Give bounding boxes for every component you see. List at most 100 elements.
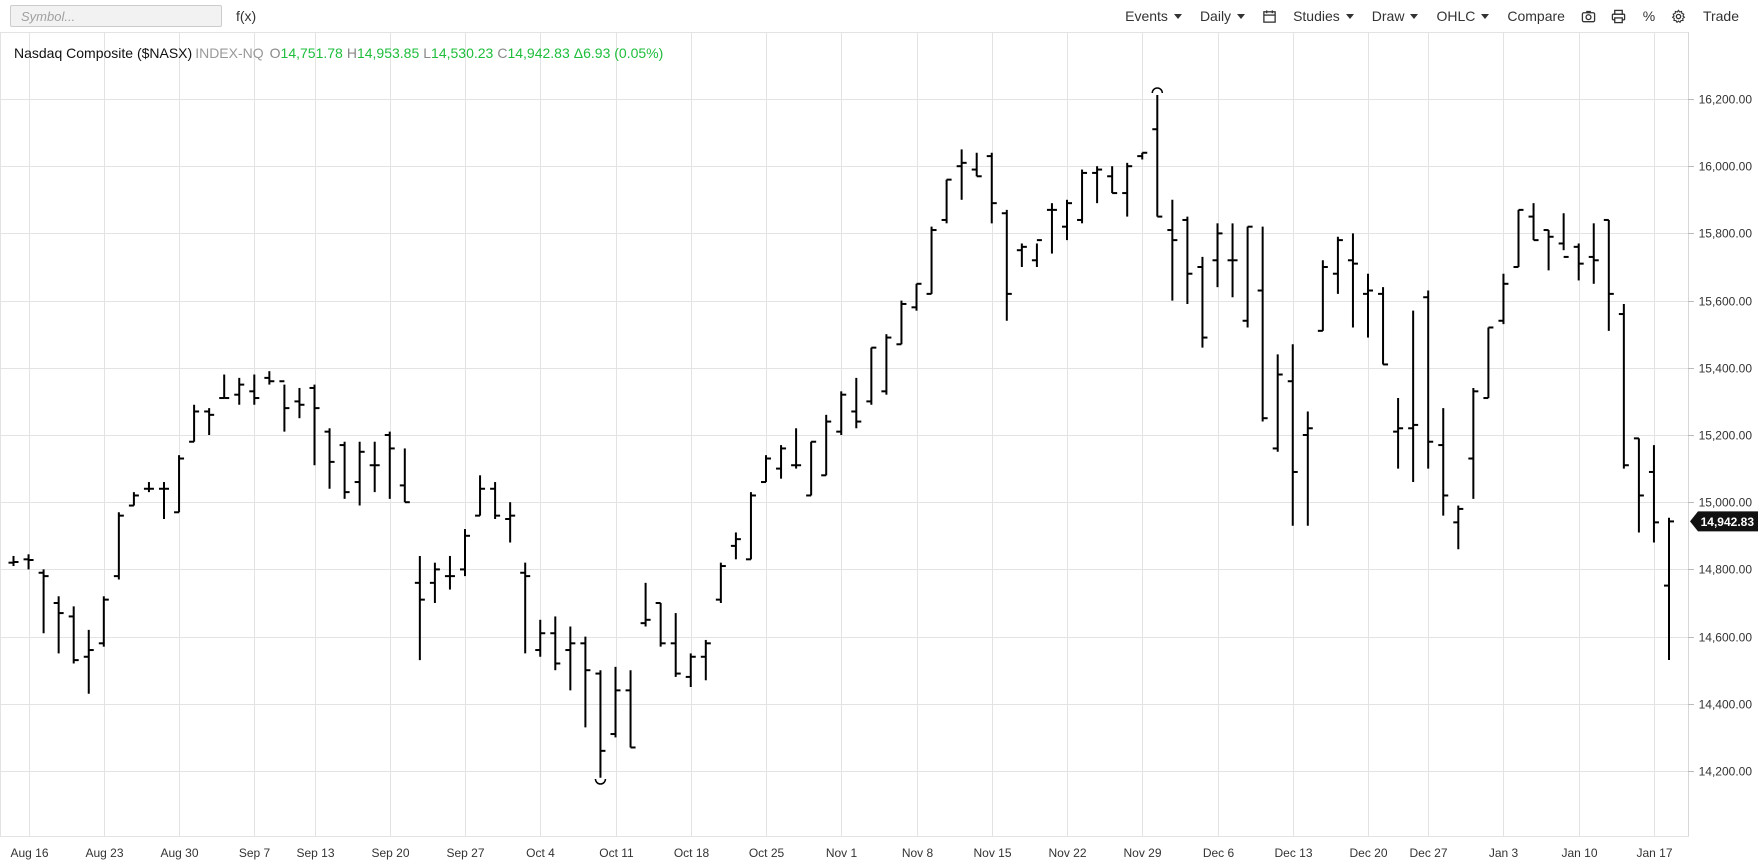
ohlc-bars (8, 94, 1674, 778)
ohlc-bar (98, 596, 109, 647)
x-tick-label: Aug 16 (10, 846, 48, 860)
ohlc-bar (640, 582, 651, 627)
gear-icon (1672, 8, 1686, 23)
draw-label: Draw (1371, 8, 1405, 24)
ohlc-bar (219, 374, 230, 400)
x-tick-label: Jan 10 (1561, 846, 1597, 860)
change-value: Δ6.93 (0.05%) (573, 45, 664, 61)
events-dropdown[interactable]: Events (1116, 0, 1191, 32)
ohlc-bar (68, 606, 79, 664)
print-button[interactable] (1604, 0, 1634, 32)
ohlc-bar (1287, 344, 1298, 526)
ohlc-bar (189, 404, 200, 443)
calendar-button[interactable] (1254, 0, 1284, 32)
ohlc-bar (1603, 218, 1614, 331)
ohlc-bar (1363, 273, 1373, 338)
settings-button[interactable] (1664, 0, 1694, 32)
studies-dropdown[interactable]: Studies (1284, 0, 1363, 32)
last-price-badge-bg (1690, 511, 1758, 532)
ohlc-bar (1167, 199, 1178, 301)
chart-grid (0, 32, 1689, 837)
high-value: 14,953.85 (356, 45, 420, 61)
x-tick-label: Sep 20 (371, 846, 409, 860)
ohlc-bar (1302, 411, 1313, 526)
y-tick-label: 15,200.00 (1699, 429, 1753, 443)
ohlc-bar (911, 282, 922, 311)
last-price-badge-text: 14,942.83 (1701, 515, 1755, 529)
open-label: O (269, 45, 281, 61)
ohlc-bar (655, 602, 666, 647)
chart-type-label: OHLC (1436, 8, 1476, 24)
date-axis: Aug 16 Aug 23 Aug 30 Sep 7 Sep 13 Sep 20 Sep 2… (10, 846, 1672, 860)
x-tick-label: Oct 11 (599, 846, 634, 860)
low-label: L (423, 45, 432, 61)
ohlc-bar (1558, 213, 1569, 258)
ohlc-bar (881, 334, 892, 395)
ohlc-bar (1618, 303, 1629, 469)
chevron-down-icon (1237, 13, 1246, 19)
snapshot-button[interactable] (1574, 0, 1604, 32)
ohlc-bar (580, 636, 591, 728)
ohlc-bar (83, 629, 94, 694)
ohlc-bar (294, 387, 305, 419)
ohlc-bar (23, 554, 34, 570)
compare-button[interactable]: Compare (1498, 0, 1574, 32)
plot-frame (0, 32, 1689, 837)
ohlc-bar (1046, 203, 1057, 254)
y-tick-label: 14,800.00 (1699, 563, 1753, 577)
ohlc-bar (1513, 208, 1524, 268)
x-tick-label: Jan 3 (1489, 846, 1519, 860)
functions-button[interactable]: f(x) (236, 8, 257, 24)
ohlc-bar (791, 428, 802, 469)
y-tick-label: 14,400.00 (1699, 698, 1753, 712)
ohlc-bar (986, 152, 997, 224)
x-tick-label: Sep 13 (296, 846, 334, 860)
x-tick-label: Dec 6 (1203, 846, 1235, 860)
ohlc-bar (550, 616, 561, 671)
ohlc-bar (1438, 408, 1449, 516)
exchange-label: INDEX-NQ (195, 45, 264, 61)
ohlc-bar (1453, 505, 1464, 550)
ohlc-bar (174, 455, 185, 514)
ohlc-bar (700, 639, 711, 681)
open-value: 14,751.78 (280, 45, 343, 61)
ohlc-bar (1648, 445, 1659, 543)
ohlc-bar (1107, 166, 1118, 195)
ohlc-bar (1317, 260, 1328, 332)
trade-button[interactable]: Trade (1694, 0, 1748, 32)
ohlc-bar (535, 619, 546, 657)
extreme-markers (594, 87, 1164, 785)
percent-scale-button[interactable]: % (1634, 0, 1664, 32)
ohlc-bar (444, 555, 455, 590)
x-tick-label: Sep 7 (239, 846, 271, 860)
x-tick-label: Sep 27 (446, 846, 484, 860)
y-tick-label: 14,600.00 (1699, 631, 1753, 645)
ohlc-bar (1393, 398, 1404, 469)
ohlc-bar (715, 562, 726, 603)
draw-dropdown[interactable]: Draw (1363, 0, 1428, 32)
close-value: 14,942.83 (507, 45, 570, 61)
chart-type-dropdown[interactable]: OHLC (1427, 0, 1498, 32)
ohlc-bar (38, 569, 49, 634)
x-tick-label: Oct 25 (749, 846, 785, 860)
ohlc-bar (384, 431, 395, 499)
ohlc-bar (520, 562, 531, 654)
ohlc-bar (776, 445, 787, 479)
ohlc-bar (565, 626, 576, 691)
ohlc-bar (1001, 209, 1012, 321)
x-tick-label: Aug 30 (160, 846, 198, 860)
y-tick-label: 15,000.00 (1699, 496, 1753, 510)
interval-label: Daily (1199, 8, 1232, 24)
ohlc-bar (745, 492, 756, 561)
symbol-input[interactable] (10, 5, 222, 27)
ohlc-bar (670, 613, 681, 677)
y-tick-label: 16,200.00 (1699, 93, 1753, 107)
trade-label: Trade (1702, 8, 1739, 24)
ohlc-bar (1468, 387, 1479, 499)
y-tick-label: 16,000.00 (1699, 160, 1753, 174)
ohlc-bar (1122, 162, 1133, 217)
ohlc-bar (896, 300, 907, 346)
interval-dropdown[interactable]: Daily (1191, 0, 1254, 32)
x-tick-label: Dec 20 (1349, 846, 1387, 860)
